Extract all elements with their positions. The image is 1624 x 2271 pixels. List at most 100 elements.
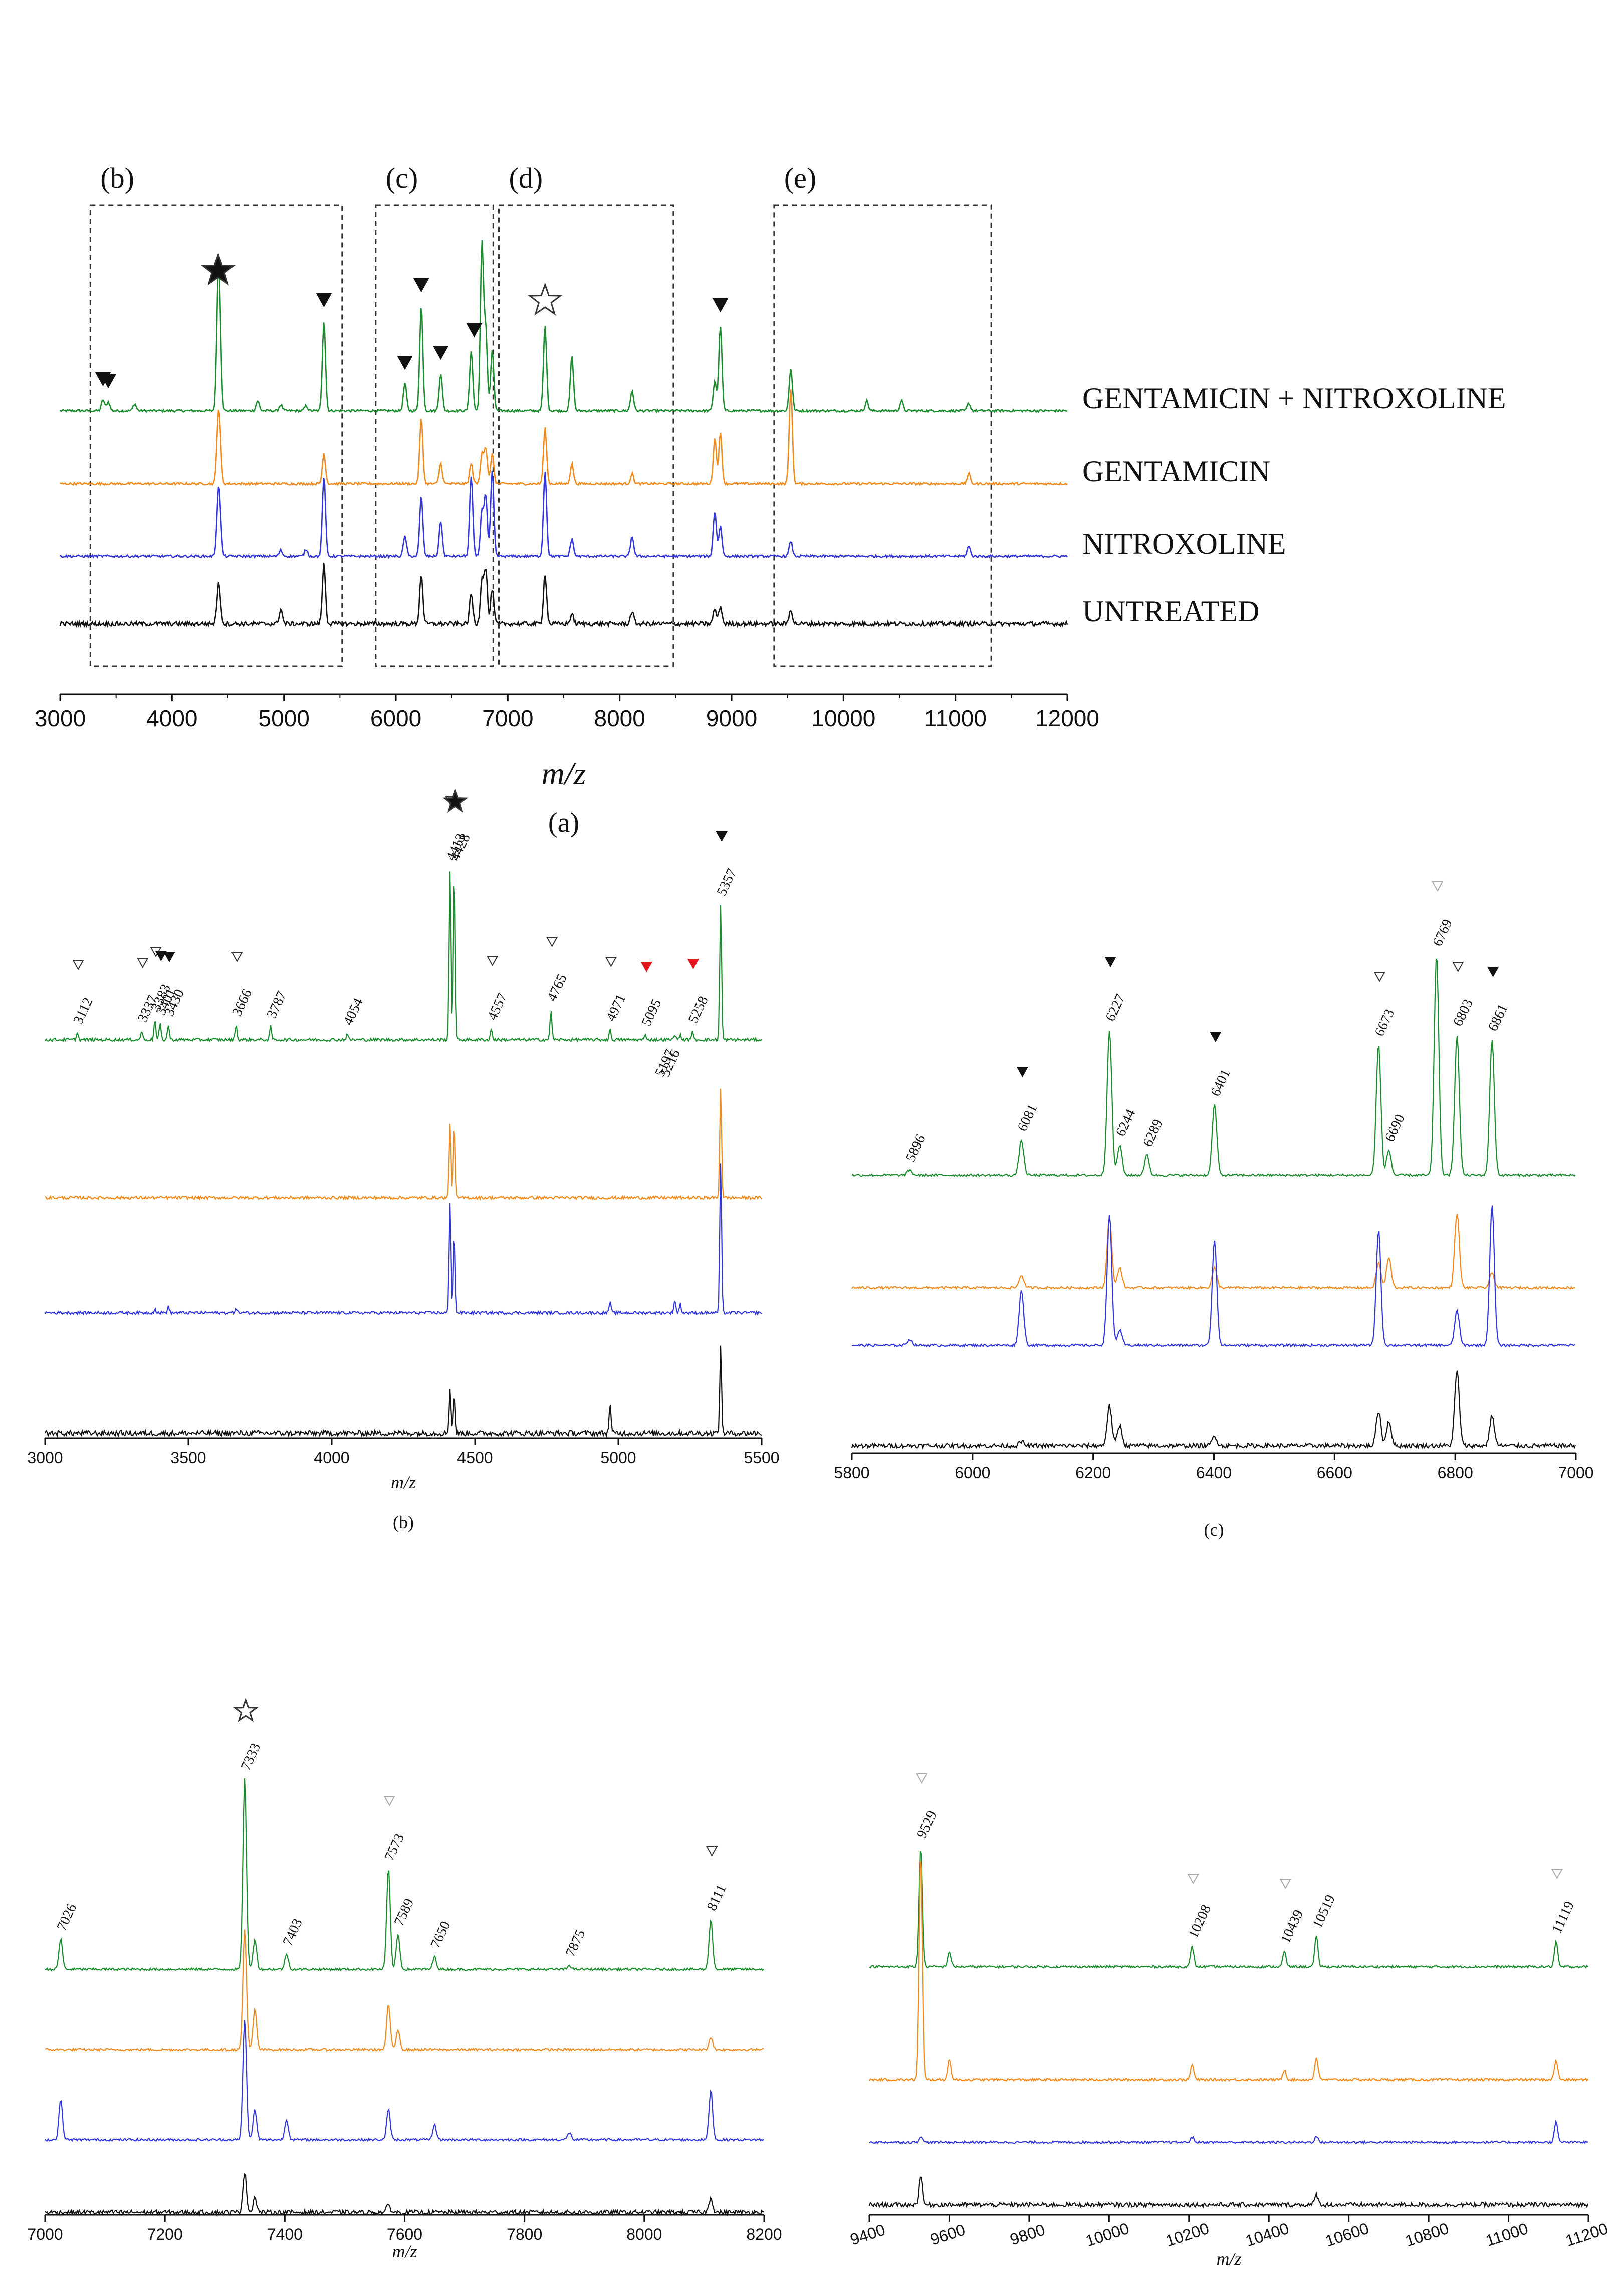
- peak-label-6401: 6401: [1208, 1067, 1234, 1099]
- series-line-blue: [45, 1163, 762, 1316]
- peak-symbol-3430: [163, 952, 175, 963]
- x-tick-label: 5000: [600, 1449, 636, 1467]
- x-tick-label: 8000: [626, 2225, 662, 2243]
- x-tick-label: 5800: [834, 1464, 869, 1482]
- peak-label-3112: 3112: [70, 995, 96, 1027]
- series-line-black: [868, 2176, 1589, 2209]
- peak-label-6769: 6769: [1430, 917, 1456, 949]
- peak-label-7026: 7026: [54, 1901, 80, 1933]
- peak-label-10208: 10208: [1185, 1902, 1214, 1941]
- x-tick-label: 3000: [35, 705, 86, 731]
- peak-label-8111: 8111: [704, 1882, 730, 1913]
- x-tick-label: 4500: [457, 1449, 493, 1467]
- peak-symbol-9529: [916, 1773, 928, 1784]
- peak-label-4765: 4765: [544, 972, 570, 1004]
- peak-marker-9: [712, 298, 729, 313]
- peak-symbol-6081: [1016, 1067, 1029, 1078]
- x-tick-label: 6400: [1196, 1464, 1232, 1482]
- series-line-black: [59, 562, 1068, 629]
- panel-c: 5800 6000 6200 6400 6600 6800 7000 (c) 5896 6081 6…: [834, 881, 1594, 1540]
- peak-label-5357: 5357: [714, 866, 740, 898]
- x-tick-label: 7800: [507, 2225, 542, 2243]
- series-line-blue: [45, 2020, 764, 2142]
- x-tick-label: 10400: [1243, 2219, 1291, 2250]
- peak-label-6673: 6673: [1371, 1007, 1398, 1039]
- peak-label-5258: 5258: [685, 994, 712, 1026]
- x-tick-label: 10800: [1403, 2219, 1451, 2250]
- peak-symbol-6401: [1210, 1032, 1222, 1043]
- series-line-green: [45, 1778, 764, 1972]
- peak-symbol-5095: [640, 962, 653, 973]
- x-tick-label: 6800: [1438, 1464, 1473, 1482]
- series-line-green: [869, 1851, 1588, 1969]
- peak-marker-7: [466, 323, 483, 338]
- zoom-box-2: [498, 204, 674, 667]
- peak-symbol-7333: [233, 1698, 259, 1722]
- series-line-orange: [45, 1088, 762, 1201]
- x-tick-label: 3000: [27, 1449, 63, 1467]
- peak-symbol-6673: [1373, 972, 1385, 983]
- series-line-blue: [60, 470, 1068, 559]
- peak-symbol-4557: [486, 956, 499, 967]
- peak-symbol-3666: [231, 952, 243, 963]
- x-tick-label: 7000: [27, 2225, 63, 2243]
- x-tick-label: 7600: [387, 2225, 422, 2243]
- peak-symbol-6803: [1452, 962, 1464, 973]
- legend-label-black: UNTREATED: [1082, 595, 1259, 628]
- peak-symbol-3401: [155, 951, 167, 962]
- peak-label-7589: 7589: [391, 1896, 417, 1928]
- peak-label-7875: 7875: [563, 1927, 589, 1959]
- panel-caption: (c): [1204, 1520, 1224, 1540]
- legend-label-blue: NITROXOLINE: [1082, 527, 1286, 560]
- x-tick-label: 7400: [267, 2225, 303, 2243]
- peak-label-6227: 6227: [1102, 992, 1128, 1024]
- x-tick-label: 7000: [1558, 1464, 1593, 1482]
- peak-label-6861: 6861: [1485, 1002, 1511, 1034]
- x-tick-label: 11000: [924, 705, 987, 731]
- x-tick-label: 4000: [314, 1449, 349, 1467]
- x-tick-label: 7000: [482, 705, 533, 731]
- peak-label-6081: 6081: [1015, 1102, 1041, 1134]
- panel-d: 7000720074007600780080008200m/z(d)702673…: [27, 1698, 782, 2261]
- x-axis-label: m/z: [542, 756, 586, 791]
- series-line-orange: [45, 1929, 764, 2052]
- peak-marker-5: [413, 278, 429, 293]
- panel-caption: (a): [548, 807, 579, 838]
- peak-symbol-3112: [72, 960, 84, 971]
- peak-marker-3: [316, 293, 332, 308]
- peak-symbol-5357: [716, 831, 728, 842]
- x-tick-label: 9800: [1008, 2220, 1047, 2248]
- peak-symbol-5258: [687, 959, 700, 970]
- series-line-green: [45, 871, 762, 1043]
- series-line-black: [44, 1345, 762, 1438]
- x-axis-label: m/z: [392, 2241, 417, 2261]
- peak-label-7403: 7403: [280, 1916, 306, 1948]
- peak-symbol-4971: [605, 957, 617, 968]
- peak-marker-2: [200, 252, 236, 286]
- series-line-green: [60, 240, 1068, 414]
- peak-symbol-10439: [1279, 1879, 1292, 1890]
- peak-label-5896: 5896: [903, 1132, 929, 1164]
- peak-label-4428: 4428: [447, 831, 474, 863]
- peak-symbol-4428: [442, 788, 469, 813]
- series-line-black: [851, 1370, 1576, 1450]
- series-line-blue: [869, 2119, 1588, 2145]
- x-tick-label: 9600: [928, 2220, 968, 2248]
- peak-symbol-3337: [137, 958, 149, 969]
- peak-symbol-6861: [1487, 967, 1499, 978]
- x-tick-label: 6000: [955, 1464, 990, 1482]
- peak-label-4054: 4054: [340, 996, 366, 1028]
- x-tick-label: 12000: [1035, 705, 1099, 731]
- x-tick-label: 9000: [706, 705, 757, 731]
- peak-label-3666: 3666: [229, 987, 255, 1019]
- series-line-orange: [851, 1214, 1576, 1291]
- x-tick-label: 5500: [744, 1449, 779, 1467]
- x-tick-label: 11000: [1483, 2219, 1530, 2250]
- peak-symbol-10208: [1187, 1874, 1199, 1885]
- peak-symbol-4765: [546, 937, 558, 948]
- x-tick-label: 10200: [1164, 2219, 1212, 2250]
- x-tick-label: 6000: [370, 705, 421, 731]
- zoom-box-label-0: (b): [100, 162, 134, 194]
